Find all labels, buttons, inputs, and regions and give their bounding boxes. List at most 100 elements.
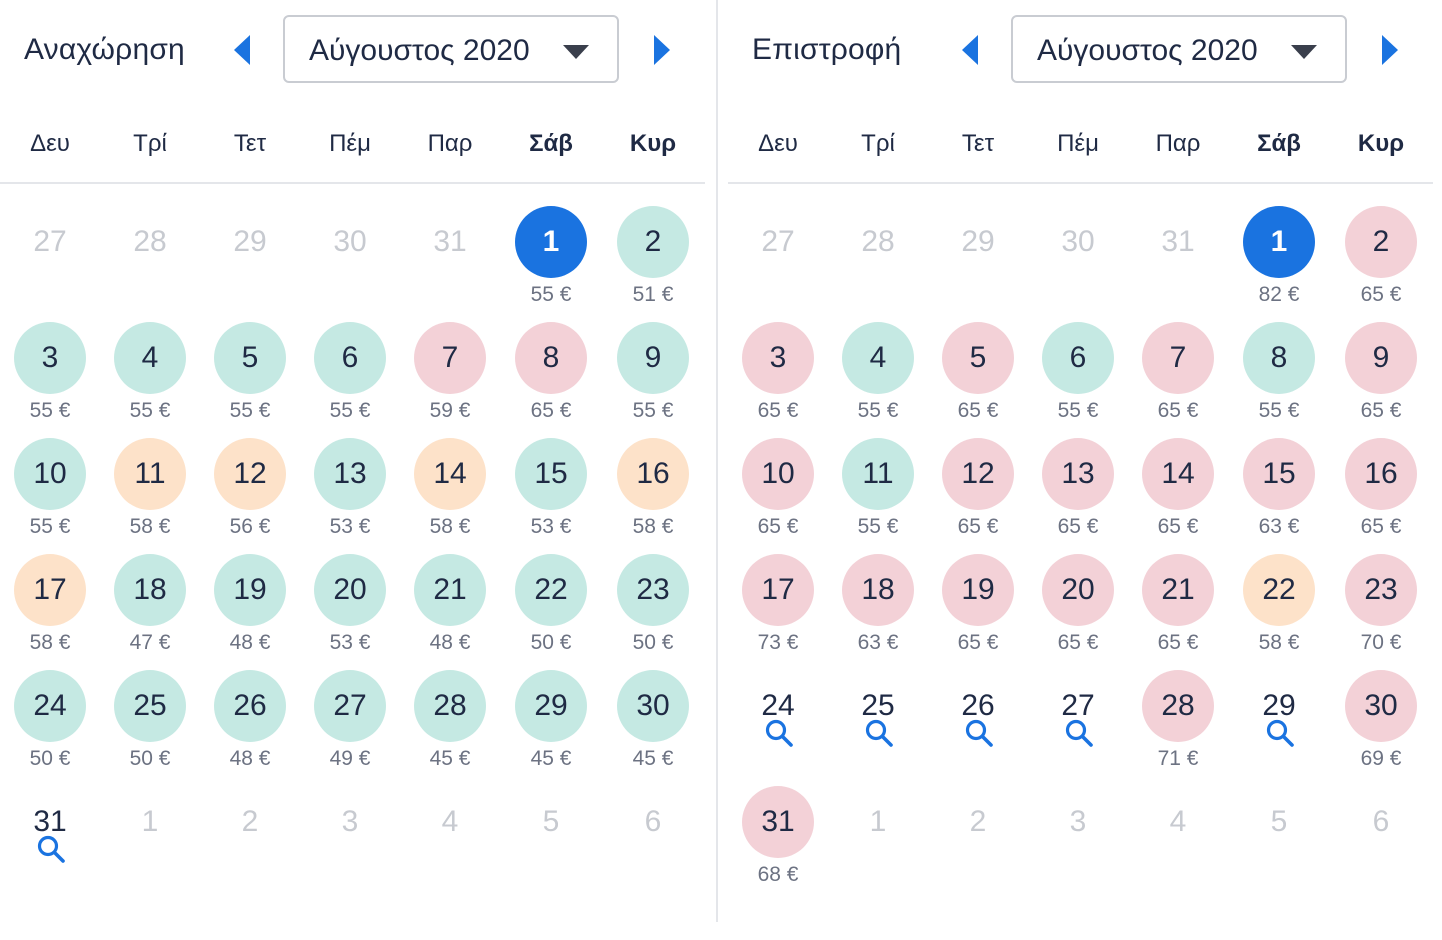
day-price: 68 €: [757, 863, 799, 886]
day-price: 50 €: [129, 747, 171, 770]
prev-month-button[interactable]: [222, 30, 262, 70]
day-cell-outside-month: 30: [1028, 206, 1128, 316]
day-price: 55 €: [229, 399, 271, 422]
day-cell[interactable]: 8 65 €: [501, 322, 601, 432]
day-cell[interactable]: 31 68 €: [728, 786, 828, 896]
day-price: 50 €: [632, 631, 674, 654]
day-cell[interactable]: 10 65 €: [728, 438, 828, 548]
month-select[interactable]: Αύγουστος 2020: [283, 15, 619, 83]
day-cell[interactable]: 17 58 €: [0, 554, 100, 664]
day-cell[interactable]: 19 48 €: [200, 554, 300, 664]
next-month-button[interactable]: [1370, 30, 1410, 70]
day-price: 58 €: [1258, 631, 1300, 654]
day-cell[interactable]: 15 53 €: [501, 438, 601, 548]
day-cell[interactable]: 24: [728, 670, 828, 780]
search-icon[interactable]: [1265, 718, 1295, 748]
day-cell[interactable]: 1 82 €: [1229, 206, 1329, 316]
day-cell[interactable]: 26: [928, 670, 1028, 780]
day-cell[interactable]: 12 65 €: [928, 438, 1028, 548]
day-cell[interactable]: 25 50 €: [100, 670, 200, 780]
day-number: 28: [861, 225, 895, 258]
day-cell[interactable]: 24 50 €: [0, 670, 100, 780]
next-month-button[interactable]: [642, 30, 682, 70]
day-cell[interactable]: 18 47 €: [100, 554, 200, 664]
day-cell[interactable]: 4 55 €: [828, 322, 928, 432]
day-cell[interactable]: 25: [828, 670, 928, 780]
day-cell[interactable]: 9 55 €: [603, 322, 703, 432]
day-cell[interactable]: 1 55 €: [501, 206, 601, 316]
search-icon[interactable]: [964, 718, 994, 748]
day-cell[interactable]: 23 50 €: [603, 554, 703, 664]
month-select[interactable]: Αύγουστος 2020: [1011, 15, 1347, 83]
day-cell[interactable]: 14 58 €: [400, 438, 500, 548]
day-cell[interactable]: 7 59 €: [400, 322, 500, 432]
day-cell[interactable]: 11 55 €: [828, 438, 928, 548]
day-number: 14: [414, 438, 486, 510]
day-cell[interactable]: 23 70 €: [1331, 554, 1431, 664]
day-cell[interactable]: 3 65 €: [728, 322, 828, 432]
day-cell[interactable]: 12 56 €: [200, 438, 300, 548]
day-number: 18: [114, 554, 186, 626]
day-cell[interactable]: 2 65 €: [1331, 206, 1431, 316]
day-cell[interactable]: 11 58 €: [100, 438, 200, 548]
day-cell[interactable]: 22 58 €: [1229, 554, 1329, 664]
day-price: 65 €: [1057, 631, 1099, 654]
day-cell[interactable]: 6 55 €: [300, 322, 400, 432]
day-cell[interactable]: 21 48 €: [400, 554, 500, 664]
day-cell[interactable]: 19 65 €: [928, 554, 1028, 664]
day-number: 26: [214, 670, 286, 742]
search-icon[interactable]: [764, 718, 794, 748]
search-icon[interactable]: [36, 834, 66, 864]
day-cell[interactable]: 20 65 €: [1028, 554, 1128, 664]
day-cell[interactable]: 5 55 €: [200, 322, 300, 432]
day-cell[interactable]: 4 55 €: [100, 322, 200, 432]
search-icon[interactable]: [1064, 718, 1094, 748]
day-cell[interactable]: 13 53 €: [300, 438, 400, 548]
day-number: 4: [114, 322, 186, 394]
day-number: 2: [617, 206, 689, 278]
day-cell[interactable]: 21 65 €: [1128, 554, 1228, 664]
day-cell[interactable]: 10 55 €: [0, 438, 100, 548]
day-cell[interactable]: 29 45 €: [501, 670, 601, 780]
day-cell[interactable]: 3 55 €: [0, 322, 100, 432]
day-cell[interactable]: 30 45 €: [603, 670, 703, 780]
day-price: 55 €: [857, 399, 899, 422]
day-number: 30: [333, 225, 367, 258]
day-number: 17: [14, 554, 86, 626]
day-price: 48 €: [229, 747, 271, 770]
day-cell[interactable]: 27: [1028, 670, 1128, 780]
day-cell-outside-month: 28: [100, 206, 200, 316]
day-cell-outside-month: 6: [1331, 786, 1431, 896]
day-cell[interactable]: 27 49 €: [300, 670, 400, 780]
day-price: 50 €: [29, 747, 71, 770]
day-cell[interactable]: 9 65 €: [1331, 322, 1431, 432]
day-cell[interactable]: 6 55 €: [1028, 322, 1128, 432]
day-cell[interactable]: 13 65 €: [1028, 438, 1128, 548]
day-cell[interactable]: 31: [0, 786, 100, 896]
search-icon[interactable]: [864, 718, 894, 748]
day-price: 69 €: [1360, 747, 1402, 770]
day-cell[interactable]: 16 58 €: [603, 438, 703, 548]
day-cell[interactable]: 14 65 €: [1128, 438, 1228, 548]
day-cell[interactable]: 17 73 €: [728, 554, 828, 664]
day-cell[interactable]: 7 65 €: [1128, 322, 1228, 432]
day-cell[interactable]: 28 45 €: [400, 670, 500, 780]
day-cell[interactable]: 29: [1229, 670, 1329, 780]
day-number: 23: [1345, 554, 1417, 626]
day-cell[interactable]: 18 63 €: [828, 554, 928, 664]
day-cell[interactable]: 22 50 €: [501, 554, 601, 664]
day-cell[interactable]: 8 55 €: [1229, 322, 1329, 432]
day-cell[interactable]: 20 53 €: [300, 554, 400, 664]
prev-month-button[interactable]: [950, 30, 990, 70]
day-cell[interactable]: 5 65 €: [928, 322, 1028, 432]
day-cell[interactable]: 2 51 €: [603, 206, 703, 316]
day-number: 31: [33, 805, 67, 838]
day-cell[interactable]: 15 63 €: [1229, 438, 1329, 548]
day-cell[interactable]: 16 65 €: [1331, 438, 1431, 548]
day-cell[interactable]: 30 69 €: [1331, 670, 1431, 780]
day-cell[interactable]: 26 48 €: [200, 670, 300, 780]
day-number: 5: [1270, 805, 1288, 838]
day-price: 55 €: [329, 399, 371, 422]
weekday-label: Πέμ: [1057, 130, 1099, 157]
day-cell[interactable]: 28 71 €: [1128, 670, 1228, 780]
